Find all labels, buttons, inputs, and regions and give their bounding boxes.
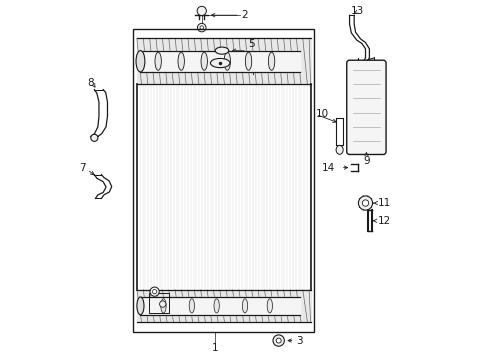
Circle shape <box>362 200 368 206</box>
Circle shape <box>91 134 98 141</box>
Text: 10: 10 <box>316 109 329 120</box>
Ellipse shape <box>336 145 343 154</box>
Ellipse shape <box>267 299 272 313</box>
Text: 14: 14 <box>322 163 335 172</box>
Text: 2: 2 <box>242 10 248 20</box>
Ellipse shape <box>269 52 275 70</box>
Ellipse shape <box>210 58 230 68</box>
Ellipse shape <box>161 299 166 313</box>
Circle shape <box>276 338 281 343</box>
Text: 13: 13 <box>351 5 365 15</box>
Ellipse shape <box>189 299 195 313</box>
Circle shape <box>197 23 206 32</box>
Text: 8: 8 <box>88 77 94 87</box>
Ellipse shape <box>245 52 252 70</box>
Ellipse shape <box>178 52 184 70</box>
Text: 9: 9 <box>363 156 370 166</box>
Text: 3: 3 <box>296 336 303 346</box>
Circle shape <box>200 26 203 30</box>
Ellipse shape <box>224 52 230 70</box>
Circle shape <box>197 6 206 15</box>
Text: 5: 5 <box>248 39 255 49</box>
Text: 4: 4 <box>248 67 255 77</box>
Text: 7: 7 <box>78 163 85 172</box>
Ellipse shape <box>215 47 229 54</box>
Circle shape <box>150 287 159 296</box>
Ellipse shape <box>136 51 145 72</box>
Circle shape <box>152 289 157 294</box>
Circle shape <box>160 301 166 307</box>
Ellipse shape <box>137 297 144 315</box>
Bar <box>149 293 169 313</box>
Ellipse shape <box>155 52 161 70</box>
Text: 1: 1 <box>212 343 218 354</box>
Ellipse shape <box>214 299 220 313</box>
Bar <box>133 30 314 332</box>
Ellipse shape <box>201 52 207 70</box>
Text: 12: 12 <box>378 216 391 226</box>
Ellipse shape <box>243 299 247 313</box>
Text: 6: 6 <box>162 306 169 316</box>
Text: 11: 11 <box>378 198 391 208</box>
Circle shape <box>358 196 372 210</box>
FancyBboxPatch shape <box>347 60 386 154</box>
Circle shape <box>273 335 284 346</box>
